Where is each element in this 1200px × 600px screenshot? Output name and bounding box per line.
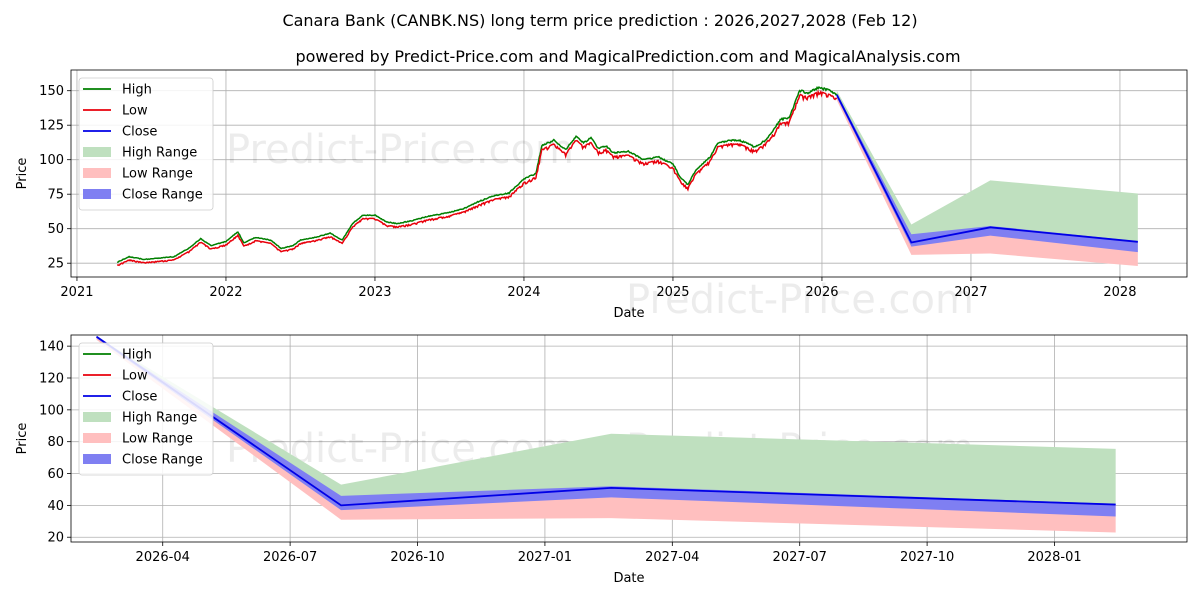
x-tick-label: 2021 <box>60 285 93 300</box>
x-tick-label: 2026 <box>805 285 838 300</box>
x-tick-label: 2022 <box>209 285 242 300</box>
x-tick-label: 2026-07 <box>263 550 317 565</box>
x-tick-label: 2027-07 <box>773 550 827 565</box>
legend-low-range-label: Low Range <box>122 167 193 182</box>
x-axis-label: Date <box>613 571 644 586</box>
high-range-area <box>96 336 1116 506</box>
y-tick-label: 80 <box>47 435 64 450</box>
legend: High Low Close High Range Low Range Close Ran… <box>78 342 214 476</box>
plot-area <box>95 335 1116 533</box>
close-series-line <box>836 94 1138 244</box>
legend-low-range-swatch <box>83 168 111 178</box>
legend-close-range-label: Close Range <box>122 453 203 468</box>
chart-subtitle: powered by Predict-Price.com and Magical… <box>295 47 960 66</box>
bottom-panel: 2026-04 2026-07 2026-10 2027-01 2027-04 2027-… <box>15 334 1188 586</box>
low-series-line <box>116 89 838 267</box>
x-tick-label: 2027 <box>954 285 987 300</box>
x-tick-label: 2026-10 <box>390 550 444 565</box>
watermark: Predict-Price.com <box>226 127 574 173</box>
legend-low-range-swatch <box>83 433 111 443</box>
x-tick-label: 2028-01 <box>1027 550 1081 565</box>
y-tick-label: 25 <box>47 257 64 272</box>
legend-box <box>78 342 214 476</box>
plot-area <box>116 85 1138 267</box>
x-tick-label: 2025 <box>656 285 689 300</box>
legend-high-range-label: High Range <box>122 411 197 426</box>
legend-close-range-swatch <box>83 189 111 199</box>
y-tick-label: 120 <box>39 371 64 386</box>
x-tick-label: 2024 <box>507 285 540 300</box>
x-tick-label: 2027-01 <box>518 550 572 565</box>
y-tick-label: 50 <box>47 222 64 237</box>
high-series-line <box>116 85 838 264</box>
legend-box <box>78 77 214 211</box>
y-tick-label: 125 <box>39 119 64 134</box>
close-series-line <box>95 335 1116 507</box>
legend-high-label: High <box>122 83 152 98</box>
legend-high-range-swatch <box>83 147 111 157</box>
top-panel: 2021 2022 2023 2024 2025 2026 2027 2028 25 50 75 10… <box>15 69 1188 323</box>
axes-frame <box>70 334 1188 543</box>
watermark: Predict-Price.com <box>626 277 974 323</box>
axes-frame <box>70 69 1188 278</box>
y-tick-label: 75 <box>47 188 64 203</box>
legend: High Low Close High Range Low Range Close Ran… <box>78 77 214 211</box>
legend-low-label: Low <box>122 369 148 384</box>
y-tick-label: 60 <box>47 467 64 482</box>
y-axis-label: Price <box>15 158 30 190</box>
legend-high-label: High <box>122 348 152 363</box>
legend-low-range-label: Low Range <box>122 432 193 447</box>
x-tick-label: 2027-10 <box>900 550 954 565</box>
y-tick-label: 100 <box>39 153 64 168</box>
legend-close-range-swatch <box>83 454 111 464</box>
y-tick-label: 40 <box>47 499 64 514</box>
y-axis-label: Price <box>15 423 30 455</box>
chart-title: Canara Bank (CANBK.NS) long term price p… <box>282 11 917 30</box>
y-tick-label: 20 <box>47 531 64 546</box>
x-tick-label: 2026-04 <box>136 550 190 565</box>
y-tick-label: 150 <box>39 84 64 99</box>
legend-close-range-label: Close Range <box>122 188 203 203</box>
x-tick-label: 2028 <box>1103 285 1136 300</box>
y-tick-label: 140 <box>39 340 64 355</box>
x-axis-label: Date <box>613 306 644 321</box>
legend-high-range-swatch <box>83 412 111 422</box>
high-range-area <box>836 90 1138 243</box>
legend-high-range-label: High Range <box>122 146 197 161</box>
legend-close-label: Close <box>122 125 157 140</box>
legend-low-label: Low <box>122 104 148 119</box>
x-tick-label: 2027-04 <box>645 550 699 565</box>
x-tick-label: 2023 <box>358 285 391 300</box>
y-tick-label: 100 <box>39 403 64 418</box>
legend-close-label: Close <box>122 390 157 405</box>
